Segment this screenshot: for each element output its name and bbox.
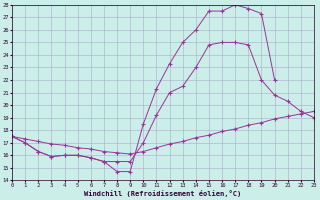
X-axis label: Windchill (Refroidissement éolien,°C): Windchill (Refroidissement éolien,°C) [84,190,242,197]
